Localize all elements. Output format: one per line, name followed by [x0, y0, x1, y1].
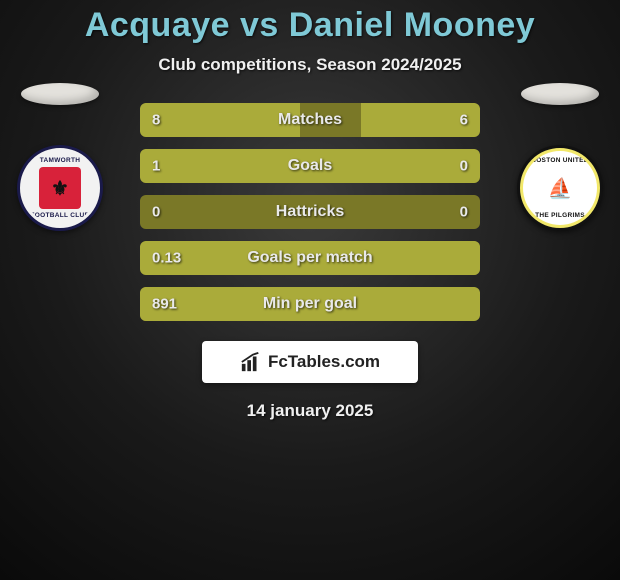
watermark: FcTables.com: [202, 341, 418, 383]
content: Acquaye vs Daniel Mooney Club competitio…: [0, 0, 620, 580]
club-logo-right-bottom-text: THE PILGRIMS: [523, 212, 597, 219]
stat-value-right: 0: [460, 204, 468, 221]
club-logo-left-inner: TAMWORTH ⚜ FOOTBALL CLUB: [23, 151, 97, 225]
stat-bar-left: [140, 103, 300, 137]
stat-value-left: 8: [152, 112, 160, 129]
club-logo-right: BOSTON UNITED ⛵ THE PILGRIMS: [517, 145, 603, 231]
player-right-badge: BOSTON UNITED ⛵ THE PILGRIMS: [510, 83, 610, 243]
stat-bar-right: [405, 149, 480, 183]
subtitle: Club competitions, Season 2024/2025: [158, 55, 461, 75]
club-logo-left-bottom-text: FOOTBALL CLUB: [23, 212, 97, 219]
club-logo-left: TAMWORTH ⚜ FOOTBALL CLUB: [17, 145, 103, 231]
club-logo-right-inner: BOSTON UNITED ⛵ THE PILGRIMS: [523, 151, 597, 225]
club-logo-right-center-icon: ⛵: [539, 167, 581, 209]
stat-label: Hattricks: [276, 203, 344, 221]
stat-value-left: 1: [152, 158, 160, 175]
player-right-head-icon: [521, 83, 599, 105]
club-logo-left-top-text: TAMWORTH: [23, 157, 97, 164]
stat-bar-left: [140, 149, 405, 183]
stat-value-right: 0: [460, 158, 468, 175]
stat-rows: 8 6 Matches 1 0 Goals 0 0 Hattricks 0.13 Goals per…: [140, 103, 480, 333]
stat-row: 1 0 Goals: [140, 149, 480, 183]
player-left-badge: TAMWORTH ⚜ FOOTBALL CLUB: [10, 83, 110, 243]
stat-label: Matches: [278, 111, 342, 129]
stat-value-left: 0.13: [152, 250, 181, 267]
stat-row: 0 0 Hattricks: [140, 195, 480, 229]
stat-label: Goals per match: [247, 249, 372, 267]
stat-row: 891 Min per goal: [140, 287, 480, 321]
club-logo-right-top-text: BOSTON UNITED: [523, 157, 597, 164]
page-title: Acquaye vs Daniel Mooney: [85, 6, 535, 45]
stat-row: 8 6 Matches: [140, 103, 480, 137]
watermark-text: FcTables.com: [268, 352, 380, 372]
stat-value-left: 891: [152, 296, 177, 313]
stat-label: Goals: [288, 157, 332, 175]
club-logo-left-center-icon: ⚜: [39, 167, 81, 209]
chart-icon: [240, 351, 262, 373]
stat-label: Min per goal: [263, 295, 357, 313]
stat-value-left: 0: [152, 204, 160, 221]
date-text: 14 january 2025: [247, 401, 374, 421]
stat-value-right: 6: [460, 112, 468, 129]
comparison-block: TAMWORTH ⚜ FOOTBALL CLUB BOSTON UNITED ⛵…: [0, 103, 620, 333]
player-left-head-icon: [21, 83, 99, 105]
stat-row: 0.13 Goals per match: [140, 241, 480, 275]
